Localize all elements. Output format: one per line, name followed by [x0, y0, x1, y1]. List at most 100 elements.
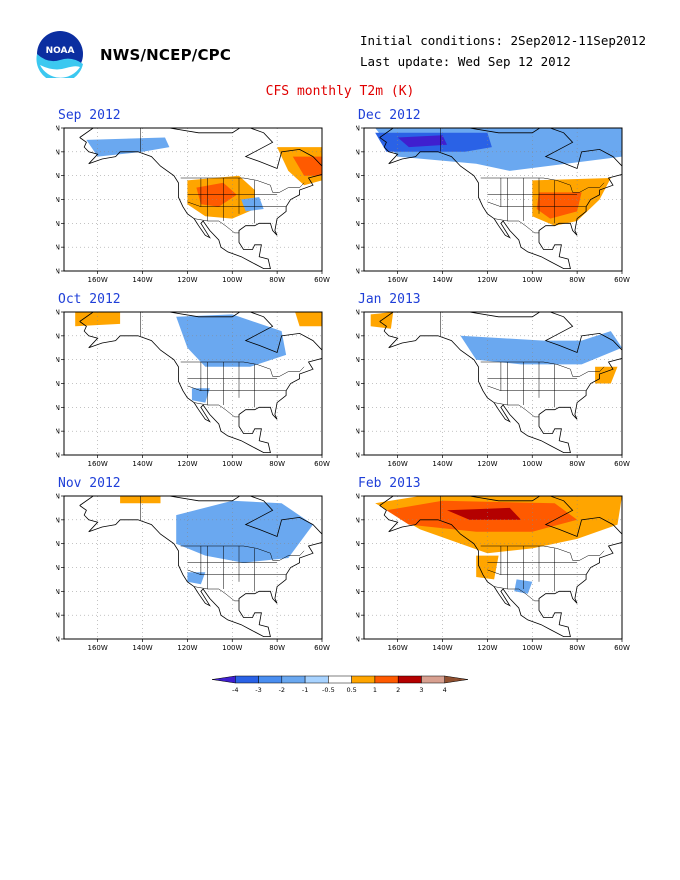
colorbar: -4 -3 -2 -1 -0.5 0.5 1 2 3 4 — [211, 675, 469, 694]
lon-tick-label: 160W — [88, 276, 108, 284]
anomaly-region — [295, 312, 322, 327]
anomaly-region — [476, 555, 499, 580]
anomaly-map: 70N 60N 50N 40N 30N 20N 10N 160W 140W 120W 100W 80W… — [356, 309, 630, 469]
anomaly-region — [86, 137, 170, 157]
colorbar-label: 3 — [419, 686, 423, 694]
anomaly-region — [460, 331, 622, 365]
anomaly-region — [536, 192, 582, 219]
lon-tick-label: 100W — [522, 644, 542, 652]
lat-tick-label: 70N — [56, 309, 60, 317]
lon-tick-label: 60W — [314, 644, 330, 652]
lat-tick-label: 60N — [356, 332, 360, 340]
lon-tick-label: 160W — [88, 460, 108, 468]
lon-tick-label: 100W — [522, 276, 542, 284]
lat-tick-label: 70N — [356, 125, 360, 133]
lon-tick-label: 140W — [432, 644, 452, 652]
lat-tick-label: 40N — [56, 380, 60, 388]
lat-tick-label: 60N — [356, 148, 360, 156]
coastline — [379, 312, 622, 454]
colorbar-swatch — [235, 675, 259, 684]
lat-tick-label: 50N — [356, 172, 360, 180]
lon-tick-label: 60W — [614, 460, 630, 468]
lat-tick-label: 50N — [356, 540, 360, 548]
anomaly-map: 70N 60N 50N 40N 30N 20N 10N 160W 140W 120W 100W 80W… — [356, 493, 630, 653]
logo-text: NOAA — [46, 46, 75, 56]
colorbar-swatch — [258, 675, 283, 684]
anomaly-map: 70N 60N 50N 40N 30N 20N 10N 160W 140W 120W 100W 80W… — [56, 309, 330, 469]
coastline — [79, 128, 322, 270]
anomaly-region — [595, 366, 618, 384]
colorbar-swatch — [374, 675, 399, 684]
lon-tick-label: 140W — [132, 276, 152, 284]
anomaly-region — [447, 507, 521, 520]
lon-tick-label: 120W — [477, 276, 497, 284]
lon-tick-label: 140W — [132, 460, 152, 468]
anomaly-region — [292, 156, 322, 176]
lon-tick-label: 120W — [177, 460, 197, 468]
anomaly-region — [176, 500, 313, 563]
lon-tick-label: 80W — [269, 276, 285, 284]
agency-label: NWS/NCEP/CPC — [100, 46, 232, 64]
lat-tick-label: 70N — [56, 125, 60, 133]
lat-tick-label: 50N — [56, 356, 60, 364]
colorbar-swatch — [397, 675, 422, 684]
panel-title: Feb 2013 — [358, 476, 421, 491]
panel-title: Jan 2013 — [358, 292, 421, 307]
lat-tick-label: 70N — [356, 309, 360, 317]
colorbar-label: -1 — [302, 686, 308, 694]
lon-tick-label: 140W — [132, 644, 152, 652]
lat-tick-label: 70N — [356, 493, 360, 501]
lon-tick-label: 160W — [88, 644, 108, 652]
colorbar-label: 4 — [443, 686, 447, 694]
anomaly-region — [397, 135, 447, 148]
lon-tick-label: 60W — [314, 460, 330, 468]
lat-tick-label: 10N — [356, 268, 360, 276]
lat-tick-label: 20N — [356, 428, 360, 436]
lon-tick-label: 120W — [177, 276, 197, 284]
lat-tick-label: 10N — [56, 452, 60, 460]
map-panel: Sep 2012 70N 60N 50N 40N 30N 20N 10N 160W 140W 120… — [56, 108, 356, 302]
lon-tick-label: 160W — [388, 460, 408, 468]
colorbar-label: 1 — [373, 686, 377, 694]
coastline — [379, 496, 622, 638]
map-panel: Feb 2013 70N 60N 50N 40N 30N 20N 10N 160W 140W 120… — [356, 476, 656, 670]
colorbar-label: -0.5 — [322, 686, 335, 694]
lat-tick-label: 60N — [356, 516, 360, 524]
colorbar-swatch — [351, 675, 376, 684]
lat-tick-label: 40N — [356, 196, 360, 204]
noaa-logo: NOAA — [36, 31, 83, 78]
lat-tick-label: 40N — [356, 380, 360, 388]
initial-conditions: Initial conditions: 2Sep2012-11Sep2012 — [360, 33, 646, 48]
anomaly-region — [191, 388, 210, 403]
lat-tick-label: 40N — [356, 564, 360, 572]
lon-tick-label: 140W — [432, 460, 452, 468]
lat-tick-label: 20N — [356, 612, 360, 620]
lat-tick-label: 30N — [356, 404, 360, 412]
lat-tick-label: 30N — [356, 588, 360, 596]
map-panel: Dec 2012 70N 60N 50N 40N 30N 20N 10N 160W 140W 120… — [356, 108, 656, 302]
lon-tick-label: 80W — [569, 644, 585, 652]
lat-tick-label: 40N — [56, 564, 60, 572]
lat-tick-label: 20N — [56, 244, 60, 252]
lon-tick-label: 80W — [569, 460, 585, 468]
lat-tick-label: 30N — [356, 220, 360, 228]
panel-title: Dec 2012 — [358, 108, 421, 123]
lon-tick-label: 120W — [177, 644, 197, 652]
last-update: Last update: Wed Sep 12 2012 — [360, 54, 571, 69]
lon-tick-label: 100W — [222, 644, 242, 652]
lat-tick-label: 10N — [356, 636, 360, 644]
anomaly-map: 70N 60N 50N 40N 30N 20N 10N 160W 140W 120W 100W 80W… — [356, 125, 630, 285]
anomaly-map: 70N 60N 50N 40N 30N 20N 10N 160W 140W 120W 100W 80W… — [56, 125, 330, 285]
lat-tick-label: 50N — [356, 356, 360, 364]
coastline — [79, 312, 322, 454]
lon-tick-label: 160W — [388, 644, 408, 652]
coastline — [79, 496, 322, 638]
lon-tick-label: 100W — [222, 276, 242, 284]
lat-tick-label: 10N — [56, 268, 60, 276]
lat-tick-label: 60N — [56, 516, 60, 524]
anomaly-map: 70N 60N 50N 40N 30N 20N 10N 160W 140W 120W 100W 80W… — [56, 493, 330, 653]
colorbar-swatch — [328, 675, 352, 684]
lat-tick-label: 60N — [56, 332, 60, 340]
lat-tick-label: 10N — [356, 452, 360, 460]
map-panel: Nov 2012 70N 60N 50N 40N 30N 20N 10N 160W 140W 120… — [56, 476, 356, 670]
